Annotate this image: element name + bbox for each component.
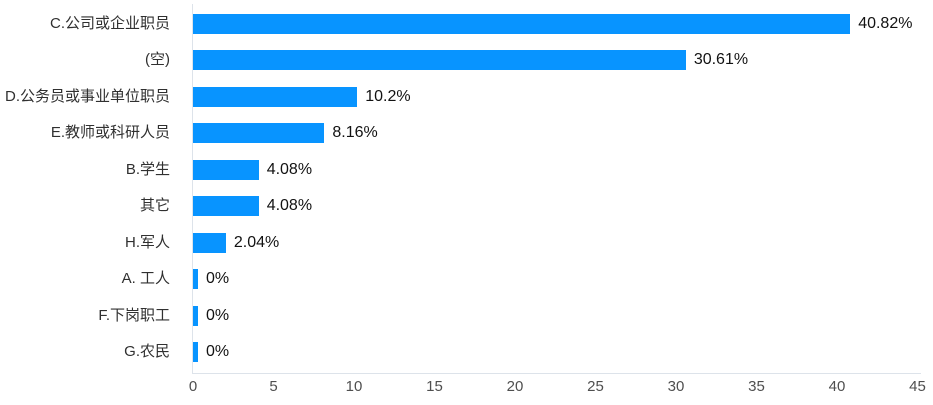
- value-label: 2.04%: [233, 233, 280, 251]
- value-label: 40.82%: [858, 14, 913, 32]
- category-label: F.下岗职工: [98, 306, 170, 324]
- category-label: E.教师或科研人员: [50, 124, 170, 142]
- x-axis-tick-label: 20: [506, 378, 524, 395]
- y-axis-line: [191, 4, 193, 373]
- category-label: C.公司或企业职员: [49, 14, 170, 32]
- bar[interactable]: [193, 13, 851, 34]
- category-label: H.军人: [124, 233, 170, 251]
- x-axis-tick-label: 40: [828, 378, 846, 395]
- bar[interactable]: [193, 305, 198, 326]
- category-label: A. 工人: [121, 270, 170, 288]
- x-axis-tick-label: 15: [426, 378, 443, 395]
- value-label: 10.2%: [365, 87, 411, 105]
- value-label: 30.61%: [693, 51, 749, 69]
- x-axis-tick-label: 5: [269, 378, 278, 395]
- value-label: 4.08%: [266, 197, 313, 215]
- bar[interactable]: [193, 232, 226, 253]
- category-label: (空): [145, 51, 170, 69]
- category-label: B.学生: [125, 160, 170, 178]
- category-label: 其它: [139, 197, 170, 215]
- bar[interactable]: [193, 196, 259, 217]
- x-axis-tick-label: 45: [909, 378, 926, 395]
- value-label: 0%: [206, 343, 230, 361]
- value-label: 8.16%: [332, 124, 378, 142]
- x-axis-tick-label: 25: [587, 378, 604, 395]
- value-label: 4.08%: [266, 160, 313, 178]
- x-axis-line: [191, 372, 921, 374]
- value-label: 0%: [206, 306, 230, 324]
- bar[interactable]: [193, 342, 198, 363]
- x-axis-tick-label: 30: [667, 378, 685, 395]
- x-axis-tick-label: 35: [748, 378, 765, 395]
- bar[interactable]: [193, 50, 686, 71]
- bar[interactable]: [193, 123, 325, 144]
- bar[interactable]: [193, 159, 259, 180]
- x-axis-tick-label: 10: [345, 378, 363, 395]
- x-axis-tick-label: 0: [188, 378, 198, 395]
- bar[interactable]: [193, 86, 358, 107]
- category-label: D.公务员或事业单位职员: [4, 87, 170, 105]
- category-label: G.农民: [124, 343, 170, 361]
- value-label: 0%: [206, 270, 230, 288]
- bar[interactable]: [193, 269, 198, 290]
